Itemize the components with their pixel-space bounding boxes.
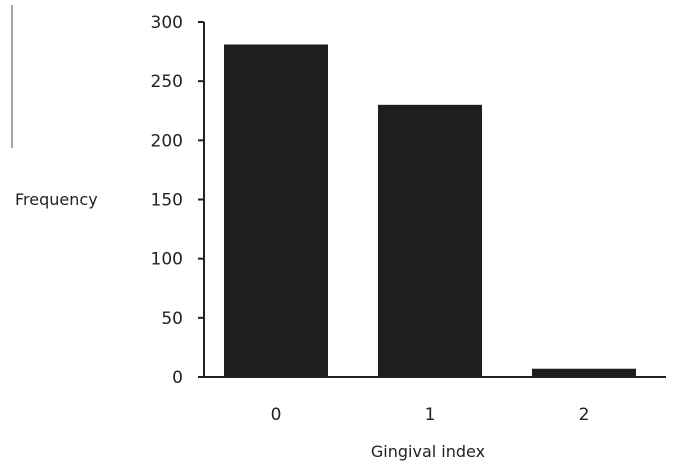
y-tick-label: 150 [151,191,183,211]
x-axis-title: Gingival index [371,442,485,461]
x-ticks: 0 1 2 [271,405,590,425]
bar [224,44,328,377]
y-ticks: 0 50 100 150 200 250 300 [151,13,204,388]
bar [378,104,482,377]
y-tick-label: 0 [172,368,183,388]
y-axis-title: Frequency [15,190,98,209]
bar [532,368,636,377]
x-tick-label: 0 [271,405,282,425]
y-axis: 0 50 100 150 200 250 300 [151,13,205,388]
x-tick-label: 1 [425,405,436,425]
y-tick-label: 300 [151,13,183,33]
x-tick-label: 2 [579,405,590,425]
bars-group [224,44,636,377]
x-axis: 0 1 2 [204,376,666,425]
y-tick-label: 250 [151,72,183,92]
y-tick-label: 200 [151,131,183,151]
y-tick-label: 100 [151,250,183,270]
y-tick-label: 50 [161,309,183,329]
